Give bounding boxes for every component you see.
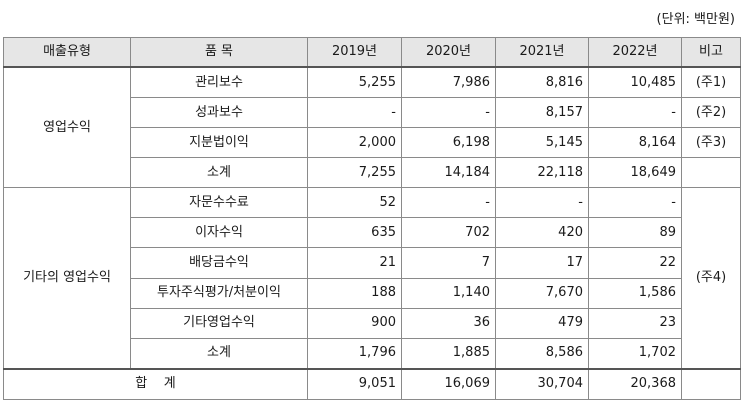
cell-note: (주1) <box>681 66 741 99</box>
header-2021: 2021년 <box>495 37 589 68</box>
cell-2019: 188 <box>307 277 402 309</box>
table-row: 배당금수익 21 7 17 22 <box>4 247 741 279</box>
total-2020: 16,069 <box>401 367 496 400</box>
cell-2020: 36 <box>401 307 496 339</box>
header-row: 매출유형 품 목 2019년 2020년 2021년 2022년 비고 <box>3 37 741 68</box>
group-type-operating: 영업수익 <box>3 66 131 189</box>
cell-2020: - <box>401 97 496 129</box>
cell-2019: 2,000 <box>307 127 402 159</box>
cell-2019: 7,255 <box>307 157 402 189</box>
cell-2020: 1,140 <box>401 277 496 309</box>
header-item: 품 목 <box>130 37 308 68</box>
cell-2022: 8,164 <box>588 127 682 159</box>
total-2022: 20,368 <box>588 367 682 400</box>
cell-2020: 702 <box>401 217 496 249</box>
row-item: 소계 <box>130 337 308 370</box>
subtotal-row: 소계 7,255 14,184 22,118 18,649 <box>4 157 741 189</box>
group-note-other: (주4) <box>681 187 741 370</box>
cell-2020: 1,885 <box>401 337 496 370</box>
table-row: 기타영업수익 900 36 479 23 <box>4 307 741 339</box>
total-label: 합 계 <box>3 367 308 400</box>
cell-note <box>681 157 741 189</box>
group-type-other: 기타의 영업수익 <box>3 187 131 370</box>
table-row: 투자주식평가/처분이익 188 1,140 7,670 1,586 <box>4 277 741 309</box>
unit-label: (단위: 백만원) <box>656 12 735 27</box>
cell-2021: 7,670 <box>495 277 589 309</box>
cell-2021: 420 <box>495 217 589 249</box>
cell-2022: 1,702 <box>588 337 682 370</box>
cell-2021: 479 <box>495 307 589 339</box>
cell-2019: 635 <box>307 217 402 249</box>
header-2022: 2022년 <box>588 37 682 68</box>
table-row: 기타의 영업수익 자문수수료 52 - - - (주4) <box>3 187 741 370</box>
header-note: 비고 <box>681 37 741 68</box>
cell-2022: 23 <box>588 307 682 339</box>
row-item: 성과보수 <box>130 97 308 129</box>
row-item: 투자주식평가/처분이익 <box>130 277 308 309</box>
row-item: 이자수익 <box>130 217 308 249</box>
row-item: 배당금수익 <box>130 247 308 279</box>
cell-2022: - <box>588 187 682 219</box>
cell-2019: - <box>307 97 402 129</box>
cell-2022: 18,649 <box>588 157 682 189</box>
cell-2020: 6,198 <box>401 127 496 159</box>
cell-2022: - <box>588 97 682 129</box>
row-item: 관리보수 <box>130 66 308 99</box>
cell-2019: 1,796 <box>307 337 402 370</box>
total-row: 합 계 9,051 16,069 30,704 20,368 <box>3 367 741 400</box>
total-note <box>681 367 741 400</box>
cell-2020: 14,184 <box>401 157 496 189</box>
cell-2019: 5,255 <box>307 66 402 99</box>
cell-2021: 17 <box>495 247 589 279</box>
cell-2021: 5,145 <box>495 127 589 159</box>
cell-2019: 900 <box>307 307 402 339</box>
header-type: 매출유형 <box>3 37 131 68</box>
cell-note: (주2) <box>681 97 741 129</box>
cell-2022: 22 <box>588 247 682 279</box>
total-2021: 30,704 <box>495 367 589 400</box>
row-item: 기타영업수익 <box>130 307 308 339</box>
cell-2021: 8,816 <box>495 66 589 99</box>
cell-2020: 7,986 <box>401 66 496 99</box>
cell-2021: 8,157 <box>495 97 589 129</box>
cell-2019: 52 <box>307 187 402 219</box>
header-2019: 2019년 <box>307 37 402 68</box>
cell-2021: - <box>495 187 589 219</box>
revenue-table: 매출유형 품 목 2019년 2020년 2021년 2022년 비고 영업수익… <box>3 37 741 400</box>
cell-2019: 21 <box>307 247 402 279</box>
row-item: 지분법이익 <box>130 127 308 159</box>
table-row: 영업수익 관리보수 5,255 7,986 8,816 10,485 (주1) <box>3 66 741 189</box>
row-item: 소계 <box>130 157 308 189</box>
cell-2021: 8,586 <box>495 337 589 370</box>
header-2020: 2020년 <box>401 37 496 68</box>
cell-note: (주3) <box>681 127 741 159</box>
table-row: 성과보수 - - 8,157 - (주2) <box>4 97 741 129</box>
row-item: 자문수수료 <box>130 187 308 219</box>
cell-2021: 22,118 <box>495 157 589 189</box>
cell-2020: 7 <box>401 247 496 279</box>
cell-2020: - <box>401 187 496 219</box>
cell-2022: 10,485 <box>588 66 682 99</box>
cell-2022: 1,586 <box>588 277 682 309</box>
cell-2022: 89 <box>588 217 682 249</box>
total-2019: 9,051 <box>307 367 402 400</box>
